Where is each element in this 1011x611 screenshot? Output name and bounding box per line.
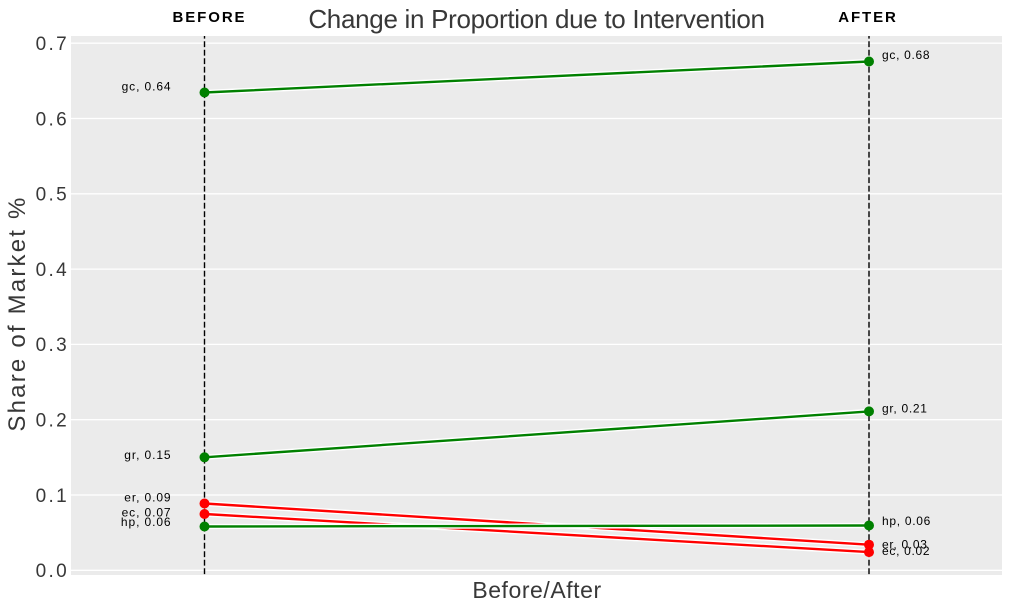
svg-text:0.4: 0.4 (36, 260, 69, 281)
svg-text:0.6: 0.6 (36, 109, 69, 130)
svg-text:0.7: 0.7 (36, 34, 69, 55)
svg-text:er, 0.03: er, 0.03 (882, 537, 928, 551)
svg-text:gr, 0.21: gr, 0.21 (882, 402, 928, 416)
svg-text:er, 0.09: er, 0.09 (124, 490, 171, 504)
svg-text:ec, 0.02: ec, 0.02 (882, 544, 930, 558)
svg-text:gr, 0.15: gr, 0.15 (124, 448, 171, 462)
svg-text:AFTER: AFTER (838, 9, 898, 26)
svg-text:Share of Market %: Share of Market % (4, 195, 31, 431)
svg-text:hp, 0.06: hp, 0.06 (882, 514, 931, 528)
svg-text:0.3: 0.3 (36, 335, 69, 356)
svg-text:0.5: 0.5 (36, 185, 69, 206)
svg-text:BEFORE: BEFORE (173, 9, 247, 26)
svg-text:hp, 0.06: hp, 0.06 (121, 515, 172, 529)
svg-text:Change in Proportion due to In: Change in Proportion due to Intervention (308, 4, 764, 34)
svg-text:gc, 0.68: gc, 0.68 (882, 48, 930, 62)
svg-text:0.2: 0.2 (36, 411, 69, 432)
svg-text:Before/After: Before/After (472, 577, 601, 603)
svg-text:0.0: 0.0 (36, 561, 69, 582)
svg-text:ec, 0.07: ec, 0.07 (122, 505, 172, 519)
svg-text:gc, 0.64: gc, 0.64 (122, 79, 172, 93)
svg-text:0.1: 0.1 (36, 486, 69, 507)
